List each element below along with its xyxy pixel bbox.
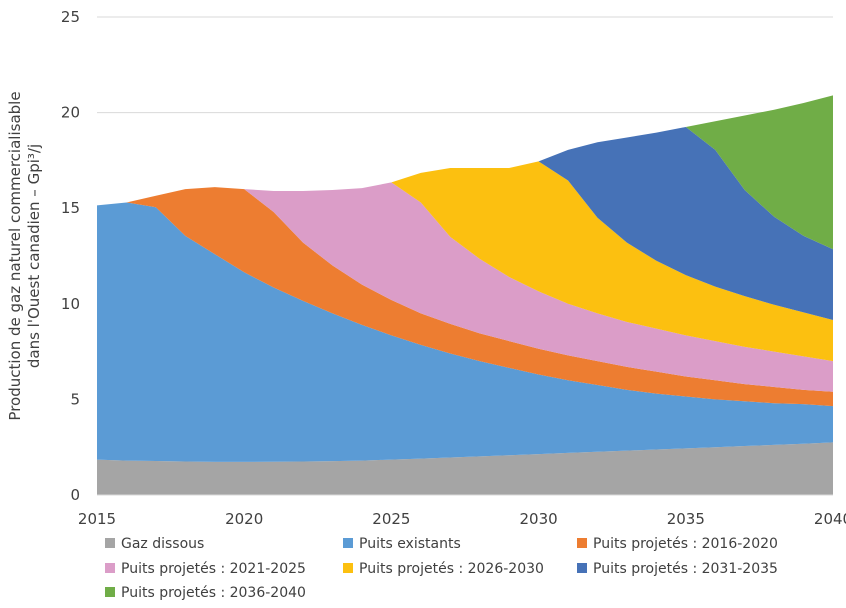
y-tick-labels: 0 5 10 15 20 25: [61, 8, 80, 504]
legend-swatch: [577, 538, 587, 548]
y-tick-label: 25: [61, 8, 80, 26]
legend-swatch: [105, 538, 115, 548]
y-axis-title-line-1: Production de gaz naturel commercialisab…: [6, 91, 24, 420]
legend-swatch: [577, 563, 587, 573]
x-tick-label: 2015: [78, 510, 116, 528]
legend-label: Puits projetés : 2021-2025: [121, 561, 306, 577]
y-axis-title: Production de gaz naturel commercialisab…: [6, 91, 43, 420]
area-series-group: [97, 95, 833, 495]
legend-label: Puits projetés : 2016-2020: [593, 536, 778, 552]
area-series-4: [97, 182, 833, 392]
legend-label: Puits projetés : 2036-2040: [121, 585, 306, 601]
x-tick-label: 2030: [520, 510, 558, 528]
legend-label: Puits existants: [359, 536, 461, 552]
x-tick-label: 2025: [372, 510, 410, 528]
y-tick-label: 5: [70, 390, 80, 408]
legend-label: Puits projetés : 2031-2035: [593, 561, 778, 577]
area-series-5: [97, 161, 833, 362]
area-series-2: [97, 202, 833, 462]
legend-swatch: [343, 563, 353, 573]
area-series-6: [97, 126, 833, 321]
legend-item: Puits existants: [343, 536, 461, 552]
y-tick-label: 20: [61, 104, 80, 122]
legend-swatch: [105, 587, 115, 597]
x-tick-label: 2020: [225, 510, 263, 528]
legend-label: Gaz dissous: [121, 536, 204, 552]
x-tick-label: 2035: [667, 510, 705, 528]
legend-item: Puits projetés : 2036-2040: [105, 585, 306, 601]
y-tick-label: 15: [61, 199, 80, 217]
area-series-3: [97, 187, 833, 407]
y-tick-label: 0: [70, 486, 80, 504]
legend-item: Puits projetés : 2031-2035: [577, 561, 778, 577]
legend-item: Puits projetés : 2026-2030: [343, 561, 544, 577]
legend-item: Puits projetés : 2021-2025: [105, 561, 306, 577]
legend-swatch: [105, 563, 115, 573]
legend: Gaz dissous Puits existants Puits projetés…: [105, 536, 778, 601]
x-tick-labels: 2015 2020 2025 2030 2035 2040: [78, 510, 846, 528]
legend-item: Gaz dissous: [105, 536, 204, 552]
area-series-1: [97, 442, 833, 495]
legend-label: Puits projetés : 2026-2030: [359, 561, 544, 577]
x-tick-label: 2040: [814, 510, 846, 528]
legend-swatch: [343, 538, 353, 548]
y-tick-label: 10: [61, 295, 80, 313]
legend-item: Puits projetés : 2016-2020: [577, 536, 778, 552]
y-axis-title-line-2: dans l'Ouest canadien – Gpi³/j: [25, 144, 43, 368]
